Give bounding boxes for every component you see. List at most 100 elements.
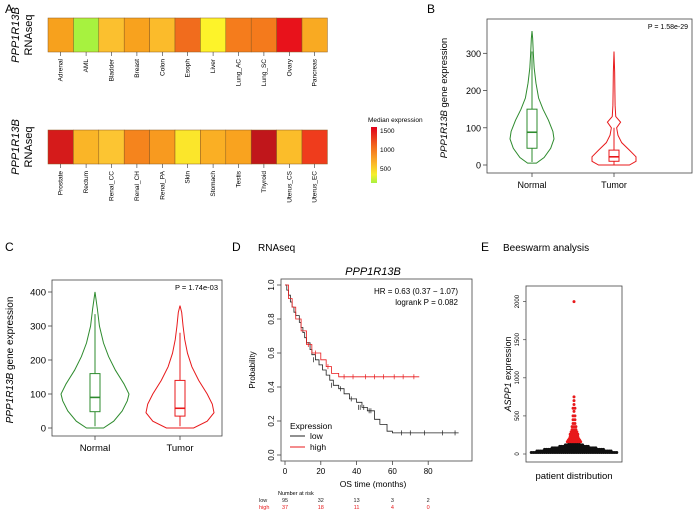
row-assay-label: RNAseq [23,127,35,168]
y-tick-label: 0 [41,424,46,435]
tissue-label: Thyroid [261,171,268,193]
panel-label-e: E [481,240,489,254]
y-tick-label: 400 [30,288,46,299]
tissue-label: Breast [134,59,141,78]
tissue-label: Testis [236,170,243,187]
tissue-label: Lung_SC [261,59,268,86]
row-gene-label: PPP1R13B [10,7,22,63]
y-axis-label: Probability [248,351,257,388]
heatmap-cell [149,17,176,53]
y-axis-label: ASPP1 expression [503,336,513,412]
x-tick-label: 80 [424,467,433,476]
swarm-point [594,446,598,450]
heatmap-cell [301,129,328,165]
tissue-label: AML [83,59,90,73]
y-tick-label: 300 [466,49,481,59]
heatmap-cell [174,129,201,165]
panel-label-d: D [232,240,241,254]
plot-frame [280,278,473,462]
panel-label-c: C [5,240,14,254]
swarm-point [574,425,578,429]
x-category-label: Tumor [166,443,193,454]
hr-annotation: HR = 0.63 (0.37 − 1.07) [374,287,458,296]
risk-count: 11 [354,505,360,511]
heatmap-cell [98,17,125,53]
swarm-point [586,444,590,448]
row-assay-label: RNAseq [23,15,35,56]
heatmap-cell [225,129,252,165]
panel-label-a: A [5,2,13,16]
y-tick-label: 1000 [515,370,521,384]
legend-tick-label: 500 [380,166,391,173]
heatmap-cell [200,17,227,53]
tissue-label: Lung_AC [236,59,243,86]
heatmap-cell [98,129,125,165]
chart-title: PPP1R13B [345,266,401,278]
y-tick-label: 200 [466,86,481,96]
swarm-point [572,409,576,413]
swarm-point [601,447,605,451]
gene-name: PPP1R13B [10,119,22,175]
x-category-label: Normal [517,180,546,190]
legend-entry: low [310,431,324,441]
tissue-label: Colon [159,59,166,76]
tissue-label: Ovary [286,58,293,76]
tissue-label: Uterus_CS [286,170,293,202]
y-tick-label: 0.0 [267,449,276,461]
risk-row-label: low [259,498,267,504]
y-tick-label: 0 [515,452,521,456]
tissue-label: Uterus_EC [312,171,319,203]
legend-entry: high [310,442,326,452]
iqr-box [526,108,538,149]
gene-name: PPP1R13B [10,7,22,63]
heatmap-cell [200,129,227,165]
y-axis-gene: ASPP1 [503,383,513,413]
tissue-label: Pancreas [312,58,319,86]
swarm-point [573,418,577,422]
heatmap-cell [174,17,201,53]
tissue-label: Esoph [185,59,192,78]
heatmap-cell [301,17,328,53]
violin-outline [591,51,637,166]
heatmap-cell [276,17,303,53]
swarm-point [575,430,579,434]
y-tick-label: 200 [30,356,46,367]
chart-title: Beeswarm analysis [503,243,589,254]
swarm-point [572,402,576,406]
y-tick-label: 0.4 [267,381,276,393]
swarm-point [576,434,580,438]
subtitle: RNAseq [258,243,295,254]
y-tick-label: 500 [515,410,521,421]
y-tick-label: 2000 [515,294,521,308]
swarm-point [581,443,585,447]
row-gene-label: PPP1R13B [10,119,22,175]
heatmap-cell [47,17,74,53]
iqr-box [174,379,186,417]
legend-title: Expression [290,421,332,431]
x-tick-label: 60 [388,467,397,476]
survival-curve [285,284,459,434]
heatmap-cell [225,17,252,53]
heatmap-cell [73,17,100,53]
y-axis-suffix: gene expression [5,297,16,373]
legend-title: Median expression [368,117,423,124]
swarm-point [576,432,580,436]
y-tick-label: 0.8 [267,313,276,325]
logrank-annotation: logrank P = 0.082 [395,298,458,307]
panel-label-b: B [427,2,435,16]
panel-e-beeswarm: Beeswarm analysis 0 500 1000 1500 2000 ASPP1 e… [503,243,623,482]
x-tick-label: 0 [283,467,288,476]
risk-row-label: high [259,505,269,511]
p-value: P = 1.58e-29 [648,24,688,31]
x-category-label: Normal [80,443,111,454]
panel-c-violin: 0 100 200 300 400 PPP1R13B gene expression P =… [5,279,223,454]
y-axis-label: PPP1R13B gene expression [439,38,450,158]
tissue-label: Prostate [58,171,65,196]
tissue-label: Rectum [83,171,90,193]
risk-count: 32 [318,498,324,504]
y-tick-label: 300 [30,322,46,333]
heatmap-cell [73,129,100,165]
